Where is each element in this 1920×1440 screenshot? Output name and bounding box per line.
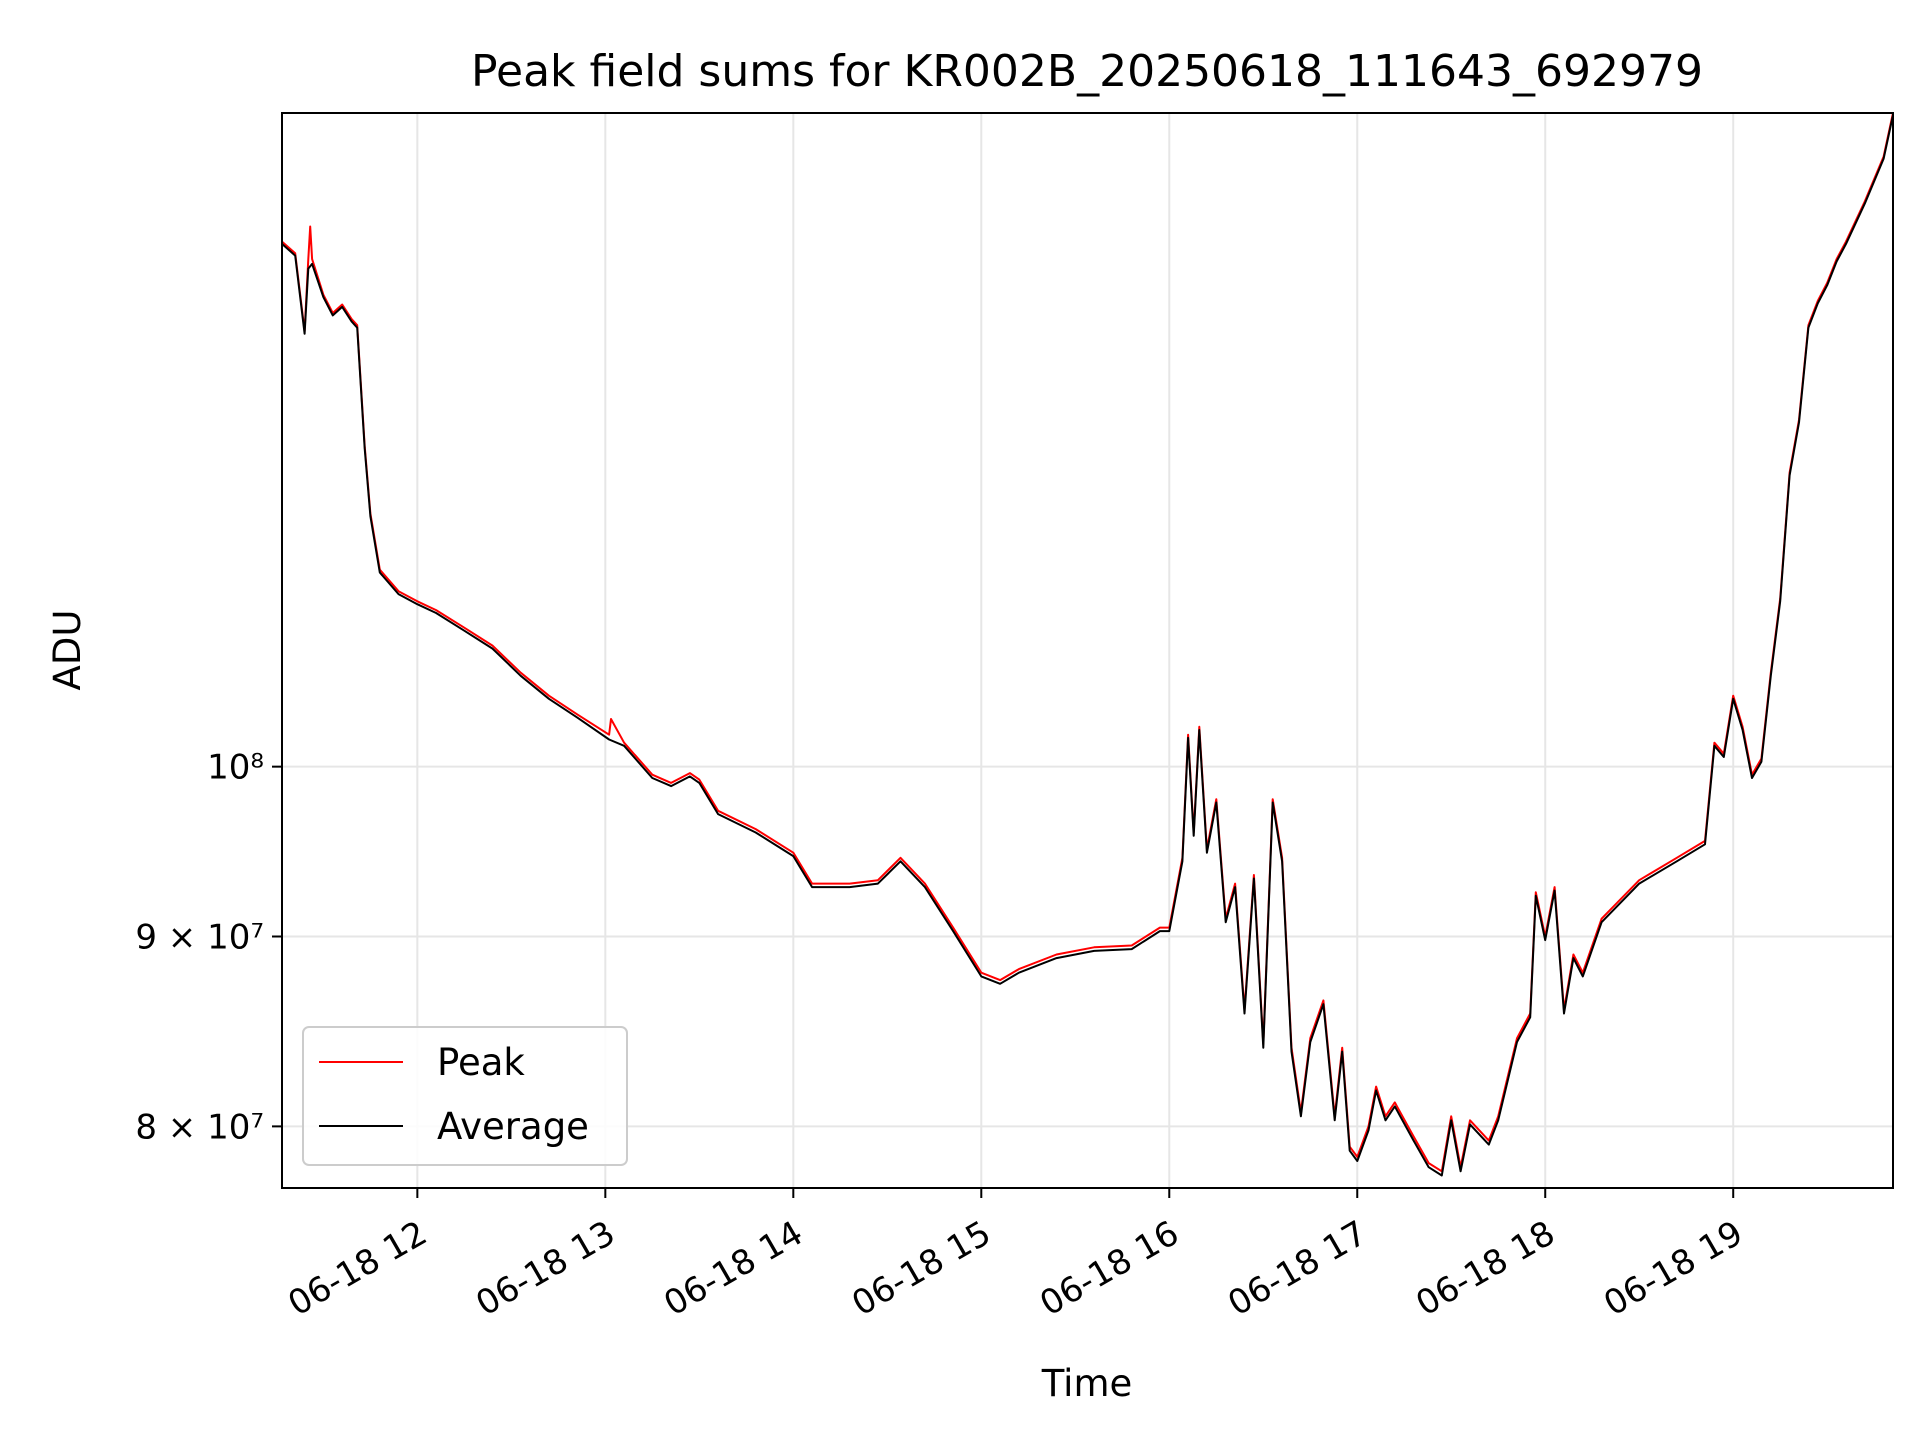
plot-frame <box>281 112 1894 1189</box>
series-line-average <box>281 114 1894 1177</box>
x-axis-label: Time <box>1041 1362 1133 1405</box>
chart-title: Peak field sums for KR002B_20250618_1116… <box>471 46 1703 97</box>
legend-label-average: Average <box>437 1105 589 1148</box>
legend: Peak Average <box>302 1026 628 1166</box>
series-layer <box>281 112 1894 1177</box>
y-tick-label: 9 × 10⁷ <box>135 918 264 958</box>
y-tick-label: 10⁸ <box>207 748 264 788</box>
y-axis: 8 × 10⁷ 9 × 10⁷ 10⁸ <box>135 748 282 1147</box>
y-axis-label: ADU <box>46 610 89 691</box>
legend-label-peak: Peak <box>437 1041 525 1084</box>
y-tick-label: 8 × 10⁷ <box>135 1107 264 1147</box>
